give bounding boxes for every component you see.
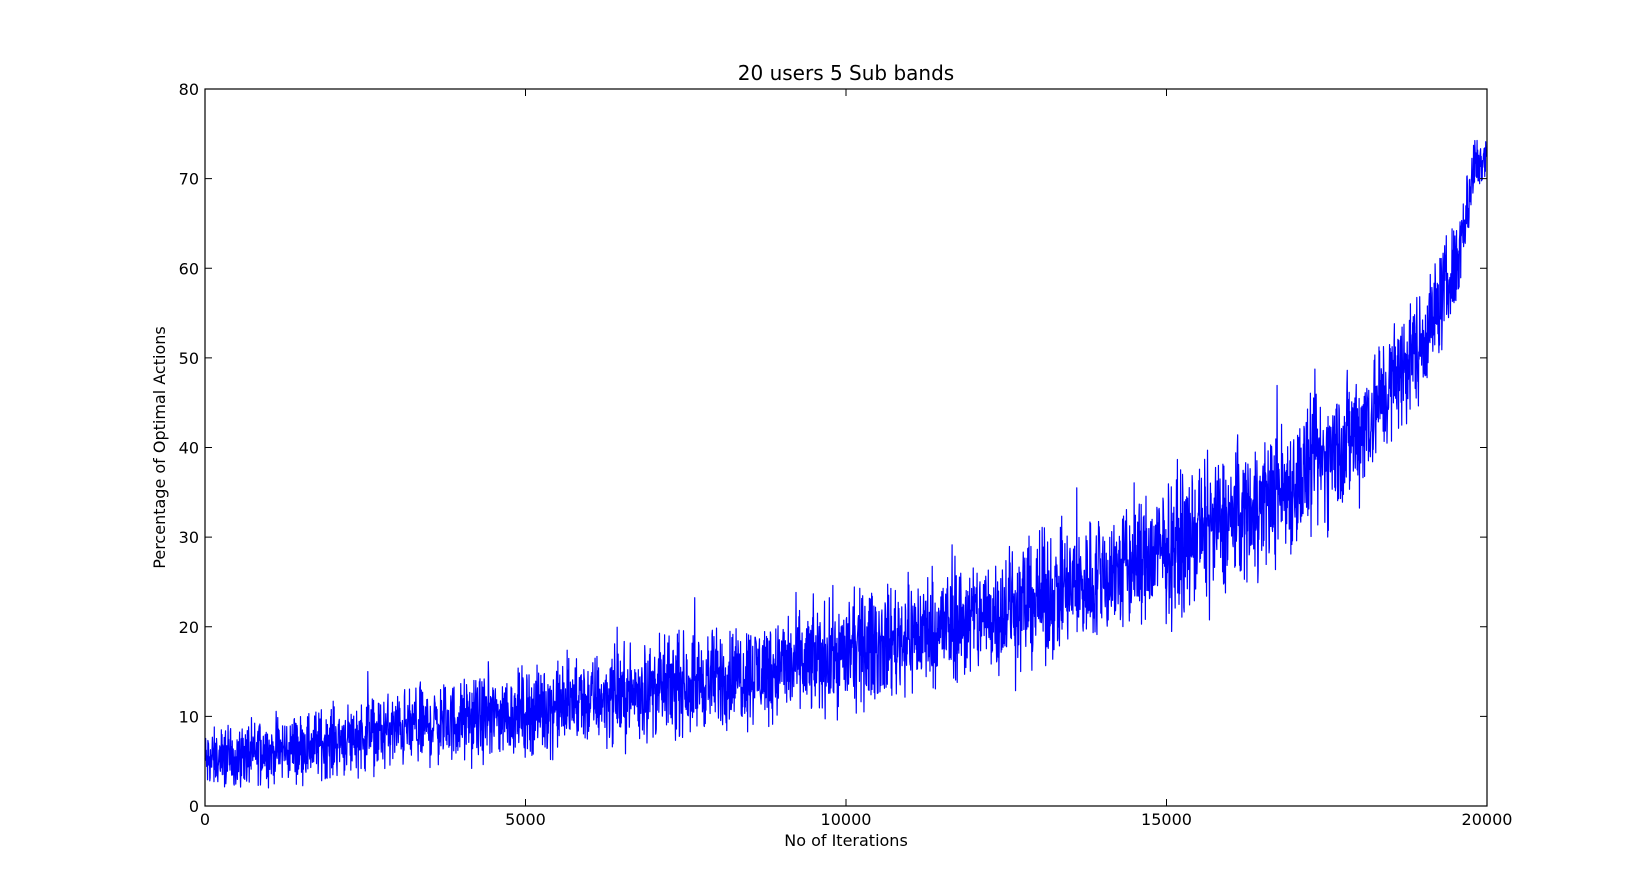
y-tick-label: 0 [189,797,199,816]
y-tick-label: 10 [179,707,199,726]
y-tick-label: 40 [179,439,199,458]
x-tick-label: 5000 [505,810,546,829]
y-tick-label: 80 [179,80,199,99]
x-tick-label: 10000 [821,810,872,829]
y-axis-label: Percentage of Optimal Actions [150,326,169,568]
ticks-layer: 0 5000 10000 15000 20000 0 10 20 30 40 50 60 70 80 [179,80,1513,829]
y-tick-label: 50 [179,349,199,368]
x-axis-label: No of Iterations [784,831,908,850]
series-line [204,139,1488,789]
x-tick-label: 0 [200,810,210,829]
y-tick-label: 60 [179,259,199,278]
y-tick-label: 20 [179,618,199,637]
y-tick-label: 70 [179,170,199,189]
x-tick-label: 15000 [1141,810,1192,829]
x-tick-label: 20000 [1462,810,1513,829]
series-layer [204,139,1488,789]
y-tick-label: 30 [179,528,199,547]
chart-title: 20 users 5 Sub bands [738,61,954,85]
